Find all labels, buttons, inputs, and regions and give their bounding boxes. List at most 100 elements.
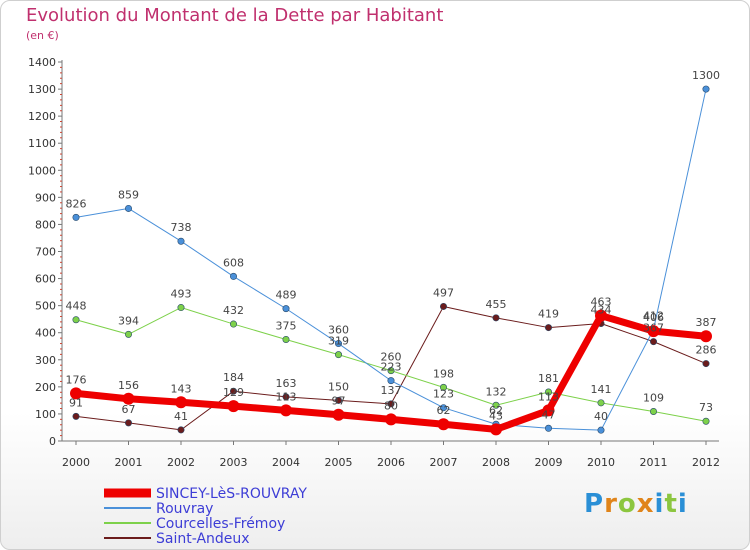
data-label: 43	[489, 409, 503, 422]
data-point	[544, 388, 552, 396]
data-label: 260	[381, 351, 402, 364]
data-label: 198	[433, 367, 454, 380]
data-label: 73	[699, 401, 713, 414]
data-point	[177, 426, 185, 434]
data-point	[490, 423, 502, 436]
data-label: 163	[276, 377, 297, 390]
data-label: 319	[328, 335, 349, 348]
data-point	[439, 383, 447, 391]
data-point	[439, 404, 447, 412]
y-tick-label: 1300	[28, 83, 56, 96]
data-point	[334, 340, 342, 348]
data-label: 412	[643, 309, 664, 322]
data-point	[175, 396, 187, 409]
data-label: 143	[171, 382, 192, 395]
data-label: 367	[643, 322, 664, 335]
data-point	[597, 426, 605, 434]
data-label: 463	[591, 296, 612, 309]
data-label: 156	[118, 379, 139, 392]
data-label: 40	[594, 410, 608, 423]
legend-label: Saint-Andeux	[156, 531, 250, 547]
data-label: 387	[696, 316, 717, 329]
data-point	[702, 85, 710, 93]
data-point	[282, 393, 290, 401]
data-label: 181	[538, 372, 559, 385]
y-tick-label: 1200	[28, 110, 56, 123]
data-point	[649, 407, 657, 415]
data-point	[334, 351, 342, 359]
y-tick-label: 700	[35, 246, 56, 259]
x-tick-label: 2001	[115, 456, 143, 469]
data-label: 176	[66, 373, 87, 386]
data-label: 137	[381, 384, 402, 397]
data-label: 113	[538, 390, 559, 403]
x-tick-label: 2007	[430, 456, 458, 469]
data-label: 184	[223, 371, 244, 384]
data-point	[72, 412, 80, 420]
legend-label: Rouvray	[156, 501, 213, 517]
data-point	[125, 204, 133, 212]
x-tick-label: 2010	[587, 456, 615, 469]
data-label: 497	[433, 286, 454, 299]
data-point	[125, 419, 133, 427]
legend-label: Courcelles-Frémoy	[156, 516, 285, 532]
data-label: 434	[591, 304, 612, 317]
data-point	[492, 401, 500, 409]
data-label: 455	[486, 298, 507, 311]
y-tick-label: 1400	[28, 56, 56, 69]
data-label: 448	[66, 300, 87, 313]
data-point	[387, 400, 395, 408]
data-point	[230, 387, 238, 395]
data-point	[649, 338, 657, 346]
data-point	[700, 330, 712, 343]
data-label: 41	[174, 410, 188, 423]
data-point	[647, 325, 660, 338]
data-point	[542, 404, 555, 417]
data-point	[387, 377, 395, 385]
legend-label: SINCEY-LèS-ROUVRAY	[156, 486, 307, 502]
data-point	[544, 324, 552, 332]
chart-unit: (en €)	[26, 29, 59, 42]
x-tick-label: 2003	[220, 456, 248, 469]
data-label: 432	[223, 304, 244, 317]
x-tick-label: 2005	[325, 456, 353, 469]
data-point	[437, 418, 450, 431]
data-label: 80	[384, 399, 398, 412]
x-tick-label: 2011	[640, 456, 668, 469]
data-label: 223	[381, 361, 402, 374]
data-label: 150	[328, 380, 349, 393]
data-point	[492, 314, 500, 322]
data-label: 123	[433, 388, 454, 401]
data-label: 97	[332, 395, 346, 408]
data-label: 62	[489, 404, 503, 417]
data-point	[230, 320, 238, 328]
data-point	[334, 396, 342, 404]
data-label: 109	[643, 391, 664, 404]
data-point	[177, 304, 185, 312]
data-point	[702, 417, 710, 425]
y-tick-label: 600	[35, 273, 56, 286]
x-tick-label: 2004	[272, 456, 300, 469]
data-label: 67	[122, 403, 136, 416]
x-tick-label: 2009	[535, 456, 563, 469]
data-label: 129	[223, 386, 244, 399]
data-label: 394	[118, 314, 139, 327]
data-point	[595, 309, 607, 322]
data-label: 1300	[692, 69, 720, 82]
y-tick-label: 200	[35, 381, 56, 394]
data-point	[122, 392, 135, 405]
y-tick-label: 800	[35, 218, 56, 231]
y-tick-label: 1100	[28, 137, 56, 150]
y-tick-label: 1000	[28, 164, 56, 177]
y-tick-label: 0	[49, 435, 56, 448]
data-point	[387, 367, 395, 375]
data-label: 826	[66, 197, 87, 210]
data-point	[70, 387, 82, 400]
y-tick-label: 100	[35, 408, 56, 421]
data-point	[72, 316, 80, 324]
data-point	[227, 400, 240, 413]
data-point	[230, 272, 238, 280]
y-tick-label: 900	[35, 191, 56, 204]
y-tick-label: 500	[35, 300, 56, 313]
